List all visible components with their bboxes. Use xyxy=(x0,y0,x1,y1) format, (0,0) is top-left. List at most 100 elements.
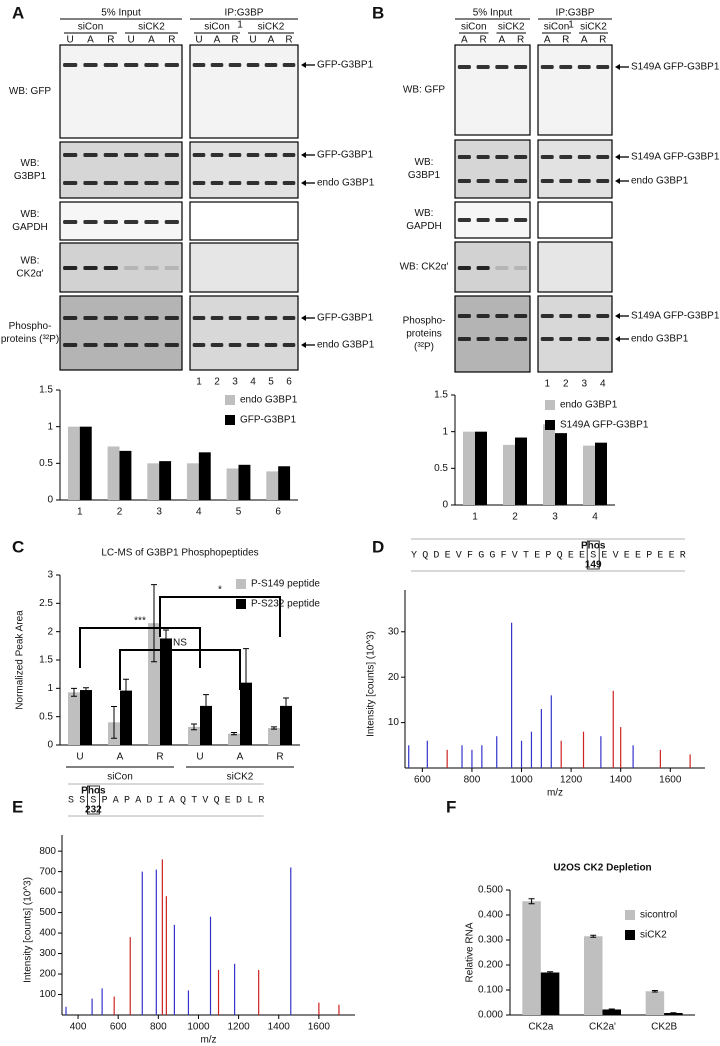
significance-bracket xyxy=(159,596,281,637)
x-tick-label: 600 xyxy=(110,1022,127,1033)
y-tick-label: 700 xyxy=(39,866,56,877)
lane-label: R xyxy=(285,35,292,46)
band xyxy=(264,63,278,67)
legend-label: S149A GFP-G3BP1 xyxy=(560,420,649,431)
band xyxy=(495,155,509,159)
x-axis-label: m/z xyxy=(547,788,563,799)
band xyxy=(63,220,78,224)
bar xyxy=(664,1013,683,1015)
bar xyxy=(186,463,199,500)
blot-panel xyxy=(189,141,299,199)
modification-label: Phos xyxy=(581,541,606,552)
lane-label: R xyxy=(480,35,487,46)
lane-number: 6 xyxy=(286,377,292,388)
band xyxy=(577,337,591,341)
y-tick-label: 0.100 xyxy=(478,985,503,996)
y-tick-label: 0.500 xyxy=(478,885,503,896)
legend-label: endo G3BP1 xyxy=(560,400,618,411)
lane-label: R xyxy=(168,35,175,46)
lane-label: U xyxy=(195,35,202,46)
band xyxy=(495,314,509,318)
band xyxy=(246,153,260,157)
y-tick-label: 0 xyxy=(47,495,53,506)
row-label: WB: xyxy=(415,157,434,168)
panel-label: E xyxy=(12,797,23,816)
band-label: GFP-G3BP1 xyxy=(317,150,374,161)
bar xyxy=(278,466,291,500)
x-tick-label: CK2a xyxy=(528,1022,553,1033)
blot-panel xyxy=(454,295,531,373)
band xyxy=(495,266,509,270)
band xyxy=(264,343,278,347)
x-tick-label: 1600 xyxy=(659,775,682,786)
row-label: CK2α' xyxy=(16,269,43,280)
band-label: endo G3BP1 xyxy=(317,340,375,351)
row-label: Phospho- xyxy=(403,316,446,327)
band xyxy=(63,343,78,347)
band xyxy=(457,218,471,222)
bar xyxy=(238,464,251,500)
modified-box xyxy=(87,785,100,815)
band xyxy=(476,266,490,270)
band xyxy=(282,316,296,320)
band xyxy=(246,316,260,320)
lane-label: A xyxy=(581,35,588,46)
band xyxy=(103,266,118,270)
band xyxy=(103,153,118,157)
y-tick-label: 400 xyxy=(39,928,56,939)
lane-label: U xyxy=(249,35,256,46)
blot-panel xyxy=(537,241,613,293)
row-label: (³²P) xyxy=(414,342,434,353)
x-tick-label: 2 xyxy=(117,507,123,518)
error-bar xyxy=(163,629,169,648)
x-tick-label: R xyxy=(276,752,283,763)
legend-label: sicontrol xyxy=(640,910,677,921)
x-tick-label: 1200 xyxy=(560,775,583,786)
y-tick-label: 800 xyxy=(39,846,56,857)
bar xyxy=(540,972,560,1015)
bar xyxy=(280,705,292,745)
y-tick-label: 1 xyxy=(47,683,53,694)
row-label: proteins xyxy=(406,329,442,340)
group-label: siCon xyxy=(204,22,230,33)
chart-title: LC-MS of G3BP1 Phosphopeptides xyxy=(101,548,258,559)
x-tick-label: U xyxy=(196,752,203,763)
band xyxy=(596,65,610,69)
error-bar xyxy=(271,726,277,730)
blot-panel xyxy=(537,201,613,239)
band-label: S149A GFP-G3BP1 xyxy=(631,311,720,322)
y-tick-label: 0.400 xyxy=(478,910,503,921)
bar xyxy=(67,426,80,500)
group-label: siCK2 xyxy=(258,22,285,33)
x-tick-label: 1 xyxy=(77,507,83,518)
group-label: siCK2 xyxy=(227,772,254,783)
arrow-head xyxy=(301,62,306,68)
bar xyxy=(228,733,240,745)
row-label: Phospho- xyxy=(9,321,52,332)
y-tick-label: 20 xyxy=(388,672,400,683)
x-tick-label: 5 xyxy=(236,507,242,518)
band xyxy=(514,155,528,159)
band-label: GFP-G3BP1 xyxy=(317,313,374,324)
band xyxy=(144,181,159,185)
modification-label: Phos xyxy=(81,786,106,797)
band-label: endo G3BP1 xyxy=(631,334,689,345)
band xyxy=(228,181,242,185)
band xyxy=(540,65,554,69)
peptide-sequence: PAPADIAQTVQEDLR xyxy=(102,796,270,807)
band xyxy=(83,316,98,320)
arrow-head xyxy=(615,154,620,160)
row-label: WB: xyxy=(415,208,434,219)
legend-label: endo G3BP1 xyxy=(240,395,298,406)
error-bar xyxy=(547,971,554,974)
row-label: WB: xyxy=(21,256,40,267)
blot-panel xyxy=(59,141,183,199)
x-tick-label: A xyxy=(117,752,124,763)
band xyxy=(83,343,98,347)
band xyxy=(144,153,159,157)
legend-swatch xyxy=(225,395,235,405)
band xyxy=(164,153,179,157)
band xyxy=(228,63,242,67)
y-tick-label: 1.5 xyxy=(434,390,448,401)
y-tick-label: 2.5 xyxy=(39,598,53,609)
